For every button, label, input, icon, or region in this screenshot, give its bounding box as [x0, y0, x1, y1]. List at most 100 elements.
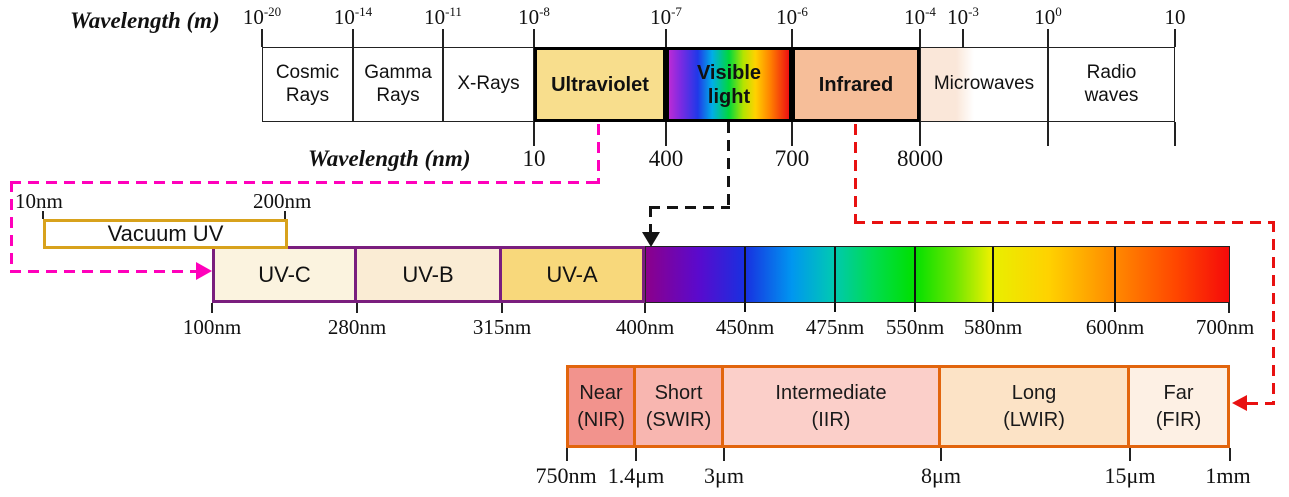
- tick-line: [501, 303, 503, 313]
- ir-connector-arrow-icon: [1232, 395, 1247, 411]
- uv-connector-line: [10, 181, 600, 184]
- m-tick-label: 100: [1034, 4, 1062, 29]
- ir-connector-line: [1272, 221, 1275, 405]
- visible-connector-arrow-icon: [642, 232, 660, 247]
- ir-segment-label: Long: [1011, 381, 1057, 404]
- nm-tick-label: 10: [522, 146, 546, 171]
- ir-segment-far: Far (FIR): [1127, 365, 1230, 448]
- tick-line: [919, 29, 921, 47]
- ir-segment-near: Near (NIR): [566, 365, 636, 448]
- visible-tick-label: 600nm: [1085, 315, 1145, 339]
- ir-segment-short: Short (SWIR): [633, 365, 724, 448]
- visible-tick-label: 450nm: [715, 315, 775, 339]
- tick-line: [533, 122, 535, 146]
- uv-tick-label: 315nm: [472, 315, 532, 339]
- tick-line: [992, 247, 994, 312]
- uv-connector-arrow-icon: [196, 262, 212, 280]
- tick-line: [665, 29, 667, 47]
- tick-line: [919, 122, 921, 146]
- tick-line: [566, 448, 568, 461]
- axis-title-wavelength-nm: Wavelength (nm): [308, 146, 471, 171]
- tick-line: [211, 303, 213, 313]
- tick-line: [914, 247, 916, 312]
- uv-connector-line: [10, 270, 196, 273]
- vacuum-uv-box: Vacuum UV: [43, 219, 288, 249]
- tick-line: [352, 29, 354, 47]
- visible-connector-line: [727, 122, 730, 208]
- visible-tick-label: 475nm: [805, 315, 865, 339]
- ir-segment-label: Short: [654, 381, 703, 404]
- ir-tick-label: 1mm: [1205, 463, 1251, 488]
- m-tick-label: 10-14: [333, 4, 373, 29]
- uv-segment-uvc: UV-C: [212, 246, 357, 303]
- band-label: Cosmic: [275, 61, 340, 83]
- nm-tick-label: 700: [774, 146, 810, 171]
- tick-line: [644, 303, 646, 313]
- ir-connector-line: [1247, 402, 1274, 405]
- uv-segment-uva: UV-A: [499, 246, 645, 303]
- tick-line: [1047, 29, 1049, 47]
- tick-line: [533, 29, 535, 47]
- uv-segment-label: UV-A: [546, 261, 598, 287]
- uv-segment-label: UV-B: [402, 261, 454, 287]
- tick-line: [1174, 122, 1176, 146]
- band-label: Visible: [696, 61, 762, 84]
- ir-segment-label: (IIR): [811, 408, 851, 431]
- m-tick-label: 10-4: [904, 4, 936, 29]
- vacuum-uv-min-label: 10nm: [15, 189, 63, 213]
- tick-line: [665, 122, 667, 146]
- tick-line: [940, 448, 942, 461]
- tick-line: [42, 211, 44, 219]
- band-label: Ultraviolet: [551, 73, 649, 96]
- tick-line: [791, 29, 793, 47]
- ir-segment-label: Near: [579, 381, 623, 404]
- ir-tick-label: 1.4μm: [607, 463, 665, 488]
- visible-connector-line: [649, 206, 652, 234]
- visible-tick-label: 400nm: [615, 315, 675, 339]
- m-tick-label: 10-20: [242, 4, 282, 29]
- tick-line: [834, 247, 836, 312]
- visible-tick-label: 700nm: [1195, 315, 1255, 339]
- tick-line: [1129, 448, 1131, 461]
- visible-tick-label: 580nm: [963, 315, 1023, 339]
- ir-segment-label: (NIR): [577, 408, 625, 431]
- uv-connector-line: [597, 124, 600, 184]
- tick-line: [1228, 303, 1230, 313]
- tick-line: [791, 122, 793, 146]
- vacuum-uv-max-label: 200nm: [253, 189, 312, 213]
- m-tick-label: 10-7: [650, 4, 682, 29]
- visible-spectrum-band: [645, 246, 1230, 303]
- m-tick-label: 10-3: [947, 4, 979, 29]
- tick-line: [1047, 122, 1049, 146]
- uv-segment-uvb: UV-B: [354, 246, 502, 303]
- band-segment-visible-light: Visible light: [666, 47, 792, 122]
- band-segment-microwaves: Microwaves: [920, 47, 1048, 122]
- m-tick-label: 10-11: [424, 4, 462, 29]
- band-label: Rays: [285, 84, 330, 106]
- ir-segment-label: Intermediate: [775, 381, 887, 404]
- visible-tick-label: 550nm: [885, 315, 945, 339]
- band-label: X-Rays: [457, 73, 520, 95]
- tick-line: [1114, 247, 1116, 312]
- band-segment-x-rays: X-Rays: [443, 47, 534, 122]
- uv-tick-label: 280nm: [327, 315, 387, 339]
- ir-connector-line: [854, 124, 857, 223]
- spectrum-band: Cosmic Rays Gamma Rays X-Rays Ultraviole…: [262, 47, 1175, 122]
- tick-line: [261, 29, 263, 47]
- band-segment-ultraviolet: Ultraviolet: [534, 47, 666, 122]
- ir-segment-long: Long (LWIR): [938, 365, 1130, 448]
- ir-tick-label: 15μm: [1104, 463, 1156, 488]
- m-tick-label: 10: [1164, 5, 1186, 29]
- band-label: Infrared: [818, 73, 894, 96]
- ir-segment-label: Far: [1163, 381, 1194, 404]
- vacuum-uv-label: Vacuum UV: [107, 221, 224, 246]
- ir-connector-line: [854, 221, 1275, 224]
- tick-line: [1174, 29, 1176, 47]
- nm-tick-label: 400: [648, 146, 684, 171]
- ir-tick-label: 750nm: [535, 463, 597, 488]
- band-label: Rays: [376, 84, 420, 106]
- ir-segment-intermediate: Intermediate (IIR): [721, 365, 941, 448]
- ir-tick-label: 8μm: [921, 463, 961, 488]
- band-label: Microwaves: [933, 73, 1035, 95]
